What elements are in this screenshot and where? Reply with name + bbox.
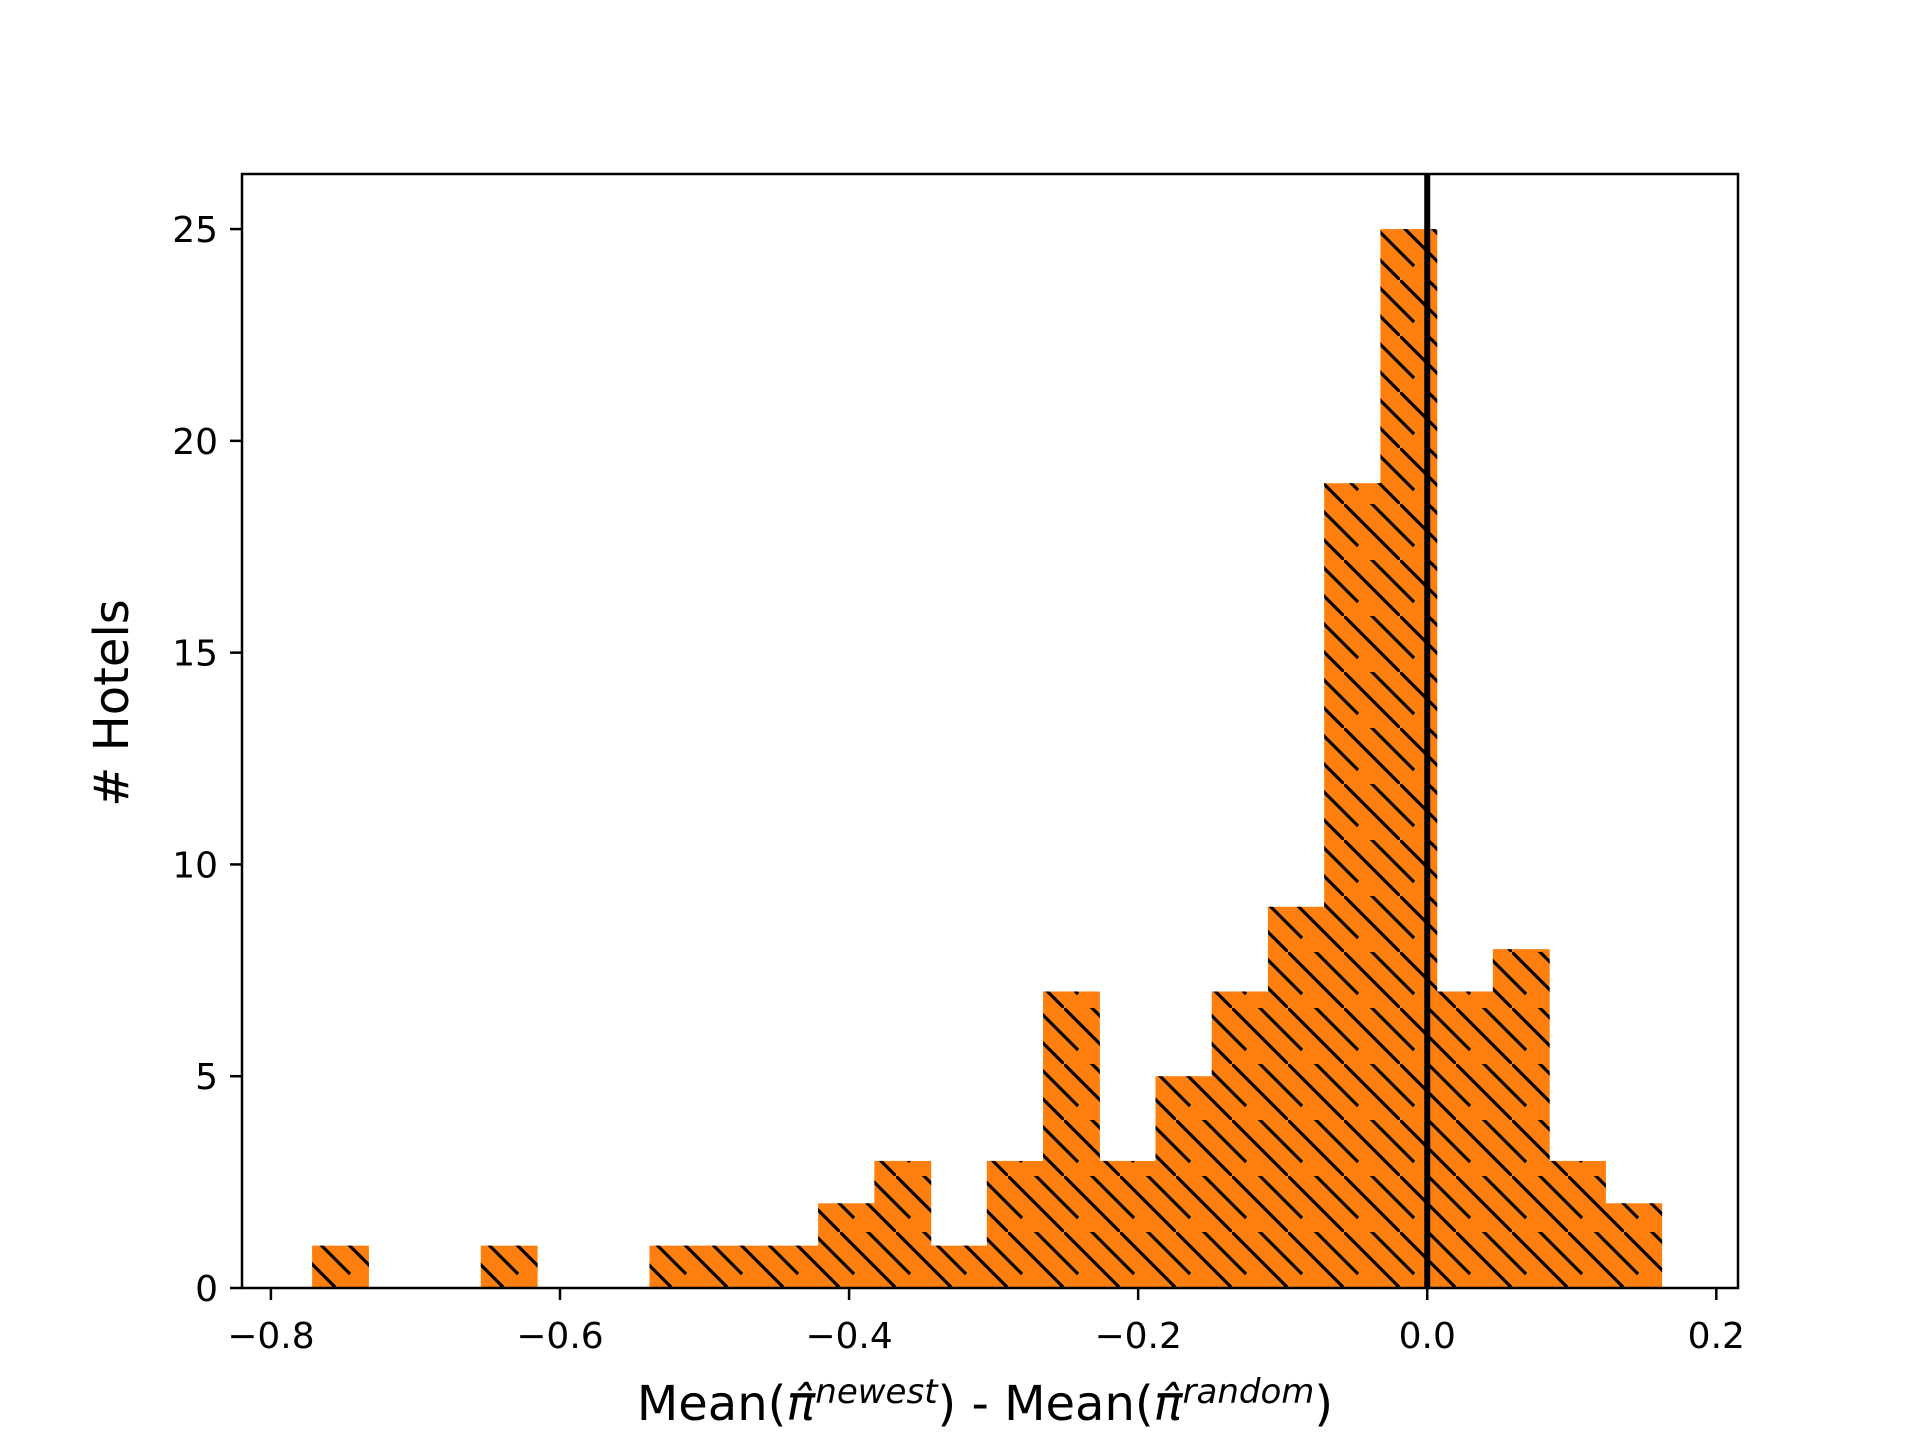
histogram-bar <box>312 1245 369 1288</box>
histogram-bar <box>1324 483 1382 1289</box>
histogram-bar <box>1211 991 1269 1288</box>
histogram-bar <box>1267 906 1325 1288</box>
histogram-bar <box>986 1160 1044 1288</box>
histogram-bar <box>930 1245 988 1288</box>
histogram-bar <box>761 1245 819 1288</box>
y-axis: 0 5 10 15 20 25 <box>172 210 242 1310</box>
x-axis-label: Mean(π̂newest) - Mean(π̂random) <box>637 1372 1333 1432</box>
histogram-bar <box>874 1160 932 1288</box>
y-tick-label: 10 <box>172 845 218 886</box>
histogram-bar <box>1436 991 1494 1288</box>
plot-frame <box>240 172 1740 1290</box>
histogram-bar <box>1099 1160 1157 1288</box>
histogram-bar <box>1155 1076 1213 1288</box>
histogram-bar <box>649 1245 707 1288</box>
x-axis: −0.8 −0.6 −0.4 −0.2 0.0 0.2 <box>227 1288 1745 1357</box>
x-tick-label: 0.2 <box>1688 1316 1745 1357</box>
y-tick-label: 0 <box>195 1269 218 1310</box>
histogram-bar <box>705 1245 763 1288</box>
histogram-bar <box>1605 1203 1663 1288</box>
histogram-bar <box>480 1245 538 1288</box>
x-tick-label: −0.4 <box>805 1316 892 1357</box>
x-tick-label: 0.0 <box>1399 1316 1456 1357</box>
bars-layer <box>312 229 1663 1289</box>
y-tick-label: 20 <box>172 422 218 463</box>
x-tick-label: −0.8 <box>227 1316 314 1357</box>
x-tick-label: −0.2 <box>1094 1316 1181 1357</box>
histogram-bar <box>1043 991 1100 1288</box>
histogram-bar <box>818 1203 875 1288</box>
y-tick-label: 25 <box>172 210 218 251</box>
y-tick-label: 15 <box>172 634 218 675</box>
y-axis-label: # Hotels <box>84 599 140 807</box>
histogram-bar <box>1492 949 1550 1288</box>
histogram-bar <box>1549 1160 1606 1288</box>
x-tick-label: −0.6 <box>516 1316 603 1357</box>
y-tick-label: 5 <box>195 1057 218 1098</box>
